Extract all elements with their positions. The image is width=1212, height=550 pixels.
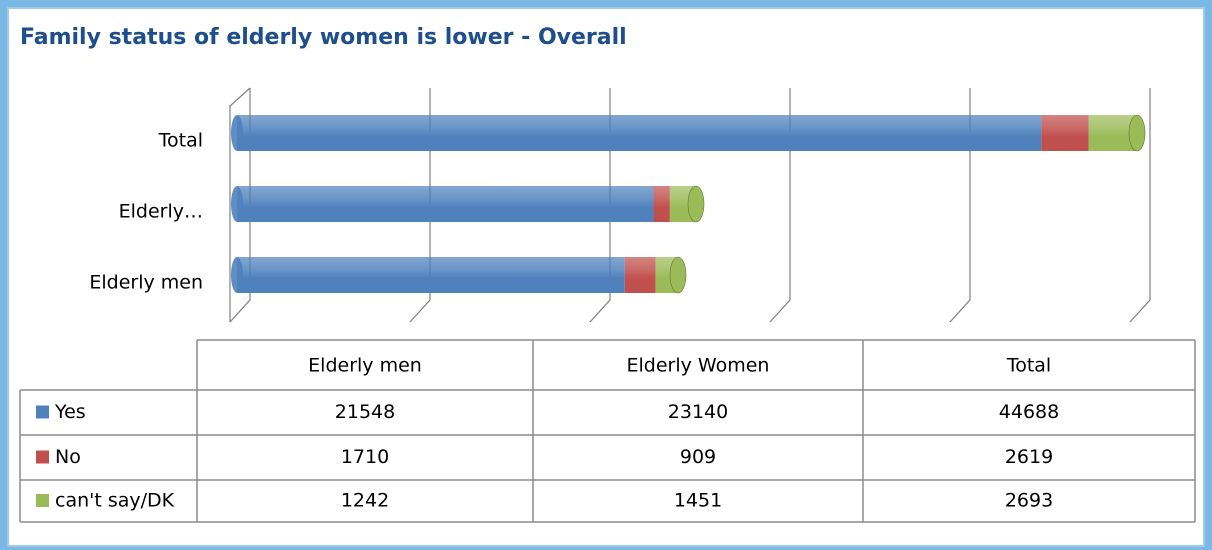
y-tick-label: Total: [158, 130, 203, 152]
grid-line: [409, 88, 431, 323]
bar-segment: [237, 257, 625, 293]
legend-label: No: [55, 446, 81, 468]
table-cell: 1242: [341, 490, 389, 512]
legend-key: [36, 494, 49, 507]
y-tick-label: Elderly men: [89, 272, 203, 294]
table-header: Total: [1006, 355, 1051, 377]
bar-base: [231, 115, 243, 151]
grid-line: [1129, 88, 1151, 323]
bar-base: [231, 186, 243, 222]
bar-cap: [669, 256, 687, 294]
chart-title: Family status of elderly women is lower …: [20, 25, 627, 50]
bar-cap: [1128, 114, 1146, 152]
table-cell: 2693: [1005, 490, 1053, 512]
bar-cap: [687, 185, 705, 223]
bar-segment: [237, 115, 1042, 151]
table-cell: 2619: [1005, 446, 1053, 468]
table-cell: 909: [680, 446, 716, 468]
grid-line: [949, 88, 971, 323]
legend-label: can't say/DK: [55, 490, 175, 512]
grid-line: [769, 88, 791, 323]
bar-base: [231, 257, 243, 293]
wall-edge: [229, 87, 251, 322]
grid-line: [229, 88, 251, 323]
bar-segment: [1041, 115, 1089, 151]
legend-key: [36, 450, 49, 464]
y-tick-label: Elderly…: [119, 201, 203, 223]
legend-key: [36, 405, 49, 419]
table-header: Elderly Women: [627, 355, 770, 377]
table-cell: 23140: [668, 401, 728, 423]
table-cell: 1451: [674, 490, 722, 512]
table-header: Elderly men: [308, 355, 422, 377]
bar-segment: [237, 186, 654, 222]
grid-line: [589, 88, 611, 323]
bar-segment: [653, 186, 670, 222]
bar-segment: [624, 257, 656, 293]
table-cell: 44688: [999, 401, 1059, 423]
table-cell: 21548: [335, 401, 395, 423]
table-cell: 1710: [341, 446, 389, 468]
legend-label: Yes: [54, 401, 86, 423]
